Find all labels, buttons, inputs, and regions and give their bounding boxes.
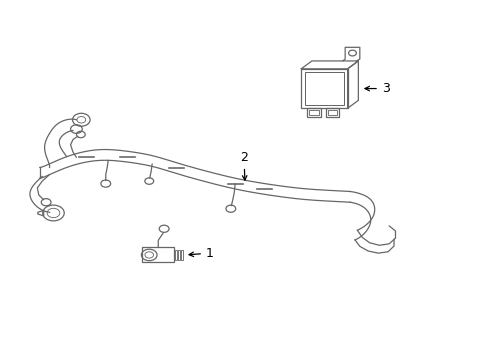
- Bar: [301, 69, 347, 108]
- Bar: [175, 250, 177, 260]
- Text: 3: 3: [365, 82, 390, 95]
- Bar: [178, 250, 180, 260]
- Text: 1: 1: [189, 247, 214, 260]
- Bar: [309, 110, 319, 116]
- Text: 2: 2: [240, 151, 248, 180]
- Bar: [307, 108, 321, 117]
- Bar: [328, 110, 337, 116]
- Bar: [326, 108, 339, 117]
- Bar: [305, 72, 343, 105]
- Bar: [181, 250, 183, 260]
